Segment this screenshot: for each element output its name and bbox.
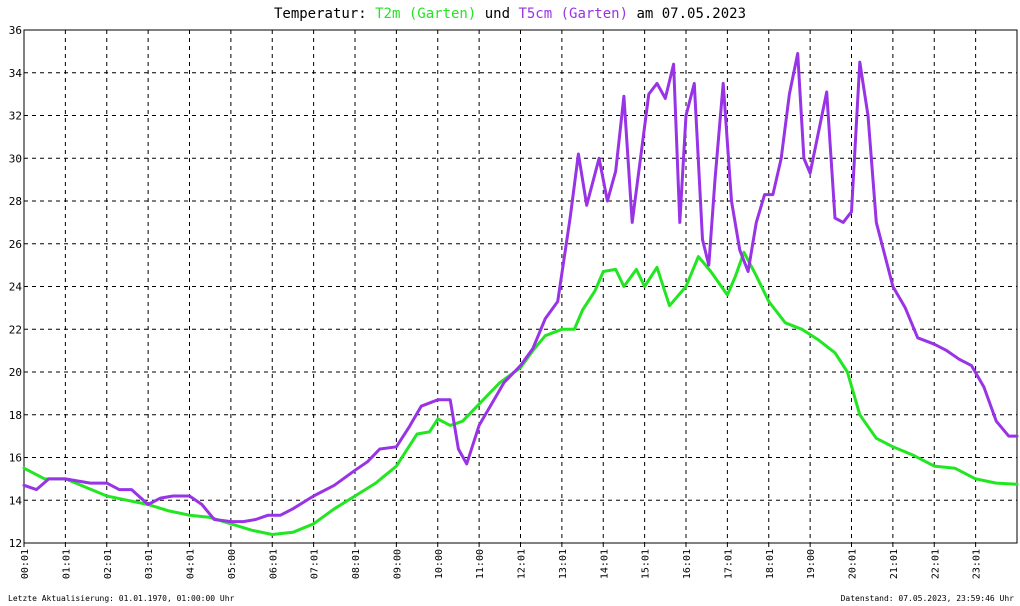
y-axis: 12 14 16 18 20 22 24 26 28 30 32 34 36 [9, 24, 23, 550]
x-tick-label: 23:01 [972, 549, 983, 579]
x-tick-label: 02:01 [103, 549, 114, 579]
x-tick-label: 11:00 [475, 549, 486, 579]
x-tick-label: 15:01 [641, 549, 652, 579]
y-tick-label: 32 [9, 110, 22, 123]
y-tick-label: 14 [9, 494, 23, 507]
y-tick-label: 22 [9, 323, 22, 336]
chart-title: Temperatur: T2m (Garten) und T5cm (Garte… [274, 6, 746, 22]
x-tick-label: 18:01 [765, 549, 776, 579]
footer-left: Letzte Aktualisierung: 01.01.1970, 01:00… [8, 594, 235, 603]
x-tick-label: 05:00 [227, 549, 238, 579]
y-tick-label: 20 [9, 366, 22, 379]
x-tick-label: 19:00 [806, 549, 817, 579]
series-line-t5cm [22, 52, 1019, 524]
title-series2: T5cm (Garten) [518, 6, 628, 22]
footer-right: Datenstand: 07.05.2023, 23:59:46 Uhr [841, 594, 1015, 603]
title-suffix: am 07.05.2023 [628, 6, 746, 22]
x-tick-label: 10:00 [434, 549, 445, 579]
x-tick-label: 08:01 [351, 549, 362, 579]
x-tick-label: 14:01 [599, 549, 610, 579]
x-tick-label: 12:01 [517, 549, 528, 579]
x-tick-label: 20:01 [848, 549, 859, 579]
x-tick-label: 07:01 [310, 549, 321, 579]
y-tick-label: 18 [9, 409, 22, 422]
y-tick-label: 26 [9, 238, 22, 251]
y-tick-label: 16 [9, 452, 22, 465]
title-prefix: Temperatur: [274, 6, 375, 22]
x-tick-label: 16:01 [682, 549, 693, 579]
y-tick-label: 36 [9, 24, 22, 37]
x-tick-label: 21:01 [889, 549, 900, 579]
series-line-t2m [22, 250, 1019, 536]
series-group [22, 52, 1019, 536]
x-tick-label: 13:01 [558, 549, 569, 579]
y-tick-label: 28 [9, 195, 22, 208]
y-tick-label: 34 [9, 67, 23, 80]
x-tick-label: 00:01 [20, 549, 31, 579]
x-tick-label: 17:01 [723, 549, 734, 579]
x-tick-label: 04:01 [186, 549, 197, 579]
x-tick-label: 03:01 [144, 549, 155, 579]
title-series1: T2m (Garten) [375, 6, 476, 22]
grid [24, 30, 1017, 543]
y-tick-label: 12 [9, 537, 22, 550]
x-tick-label: 06:01 [268, 549, 279, 579]
title-middle: und [476, 6, 518, 22]
x-axis: 00:01 01:01 02:01 03:01 04:01 05:00 06:01 07:01… [20, 543, 983, 579]
x-tick-label: 22:01 [930, 549, 941, 579]
y-tick-label: 30 [9, 152, 22, 165]
x-tick-label: 01:01 [61, 549, 72, 579]
y-tick-label: 24 [9, 281, 23, 294]
x-tick-label: 09:00 [392, 549, 403, 579]
